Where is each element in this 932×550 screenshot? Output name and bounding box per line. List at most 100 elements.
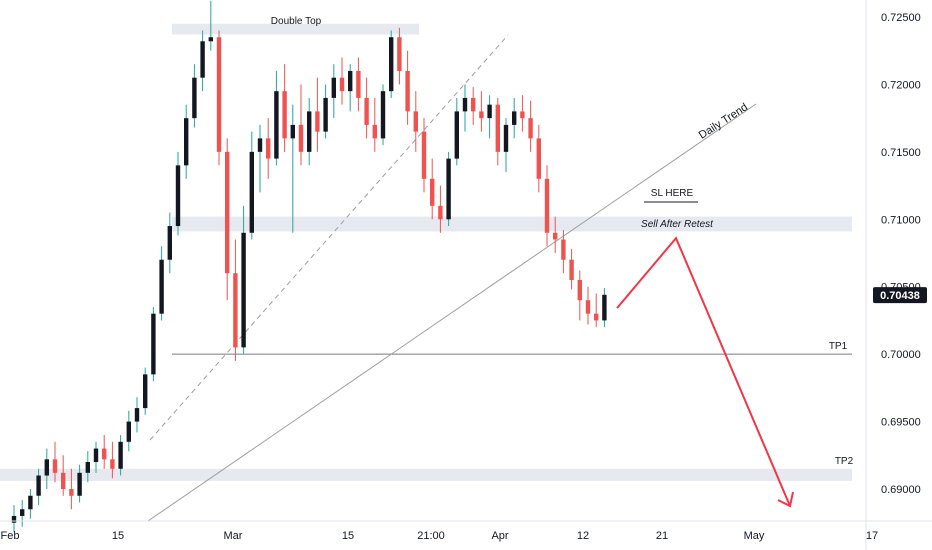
candle-body — [307, 111, 312, 152]
candle-body — [339, 77, 345, 92]
candle-body — [405, 70, 410, 112]
last-price-badge — [873, 287, 927, 304]
candle-body — [44, 459, 49, 476]
candle-body — [536, 138, 541, 179]
candle-body — [233, 273, 238, 348]
price-tick-label: 0.69000 — [881, 484, 921, 496]
daily-trend-line — [147, 103, 757, 522]
candle-body — [110, 459, 115, 469]
time-axis[interactable]: Feb 15 Mar 15 21:00 Apr 12 21 May 17 — [1, 530, 879, 542]
candle-body — [28, 495, 33, 510]
candle-body — [438, 205, 443, 220]
candle-body — [397, 37, 402, 71]
candle-body — [241, 232, 246, 348]
candle-body — [553, 232, 558, 240]
candle-body — [200, 41, 205, 78]
candle-body — [151, 313, 156, 375]
double-top-zone — [172, 23, 419, 35]
candle-body — [85, 462, 90, 473]
candle-body — [569, 259, 574, 280]
candle-body — [323, 97, 328, 132]
candle-body — [266, 138, 271, 159]
candle-body — [184, 118, 189, 166]
time-tick-label: Apr — [491, 530, 508, 542]
sell-after-retest-label: Sell After Retest — [641, 219, 714, 230]
candle-body — [257, 138, 263, 152]
candlestick-series — [11, 0, 607, 533]
time-tick-label: 15 — [112, 530, 124, 542]
candle-body — [52, 459, 58, 473]
time-tick-label: May — [744, 530, 765, 542]
daily-trend-label: Daily Trend — [697, 101, 750, 141]
price-tick-label: 0.71500 — [881, 147, 921, 159]
candle-body — [126, 421, 131, 442]
sell-retest-zone — [172, 216, 852, 232]
time-tick-label: 12 — [577, 530, 589, 542]
candle-body — [544, 178, 550, 233]
candle-body — [585, 300, 591, 314]
candle-body — [602, 294, 607, 321]
tp2-zone — [0, 468, 852, 481]
candle-body — [380, 91, 386, 139]
time-tick-label: 21:00 — [417, 530, 445, 542]
candle-body — [282, 91, 287, 139]
tp1-label: TP1 — [829, 341, 848, 352]
projection-arrowhead — [777, 491, 794, 508]
candle-body — [167, 226, 172, 260]
candle-body — [331, 77, 336, 98]
time-tick-label: 21 — [656, 530, 668, 542]
candle-body — [364, 97, 369, 125]
candle-body — [594, 313, 599, 321]
candle-body — [454, 111, 459, 159]
price-tick-label: 0.69500 — [881, 417, 921, 429]
candle-body — [471, 97, 476, 112]
time-tick-label: 17 — [866, 530, 878, 542]
candle-body — [274, 91, 279, 159]
double-top-label: Double Top — [271, 16, 322, 27]
time-tick-label: Feb — [1, 530, 20, 542]
candle-body — [192, 77, 197, 119]
candle-body — [159, 259, 164, 314]
price-tick-label: 0.71000 — [881, 214, 921, 226]
candle-body — [356, 70, 361, 98]
candle-body — [93, 448, 99, 463]
candle-body — [102, 448, 107, 460]
candle-body — [446, 158, 451, 220]
candle-body — [577, 279, 582, 301]
candle-body — [290, 124, 295, 139]
candle-body — [487, 104, 492, 119]
candle-body — [20, 509, 25, 516]
candle-body — [561, 239, 566, 260]
candle-body — [430, 178, 435, 206]
candle-body — [77, 472, 82, 496]
candle-body — [225, 151, 230, 274]
tp2-label: TP2 — [835, 456, 854, 467]
candle-body — [61, 472, 66, 489]
candle-body — [298, 124, 304, 152]
candle-body — [69, 489, 74, 496]
candle-body — [134, 408, 140, 422]
candle-body — [495, 104, 500, 152]
candle-body — [389, 37, 394, 92]
candle-body — [479, 111, 484, 119]
candle-body — [512, 111, 517, 125]
candle-body — [413, 111, 418, 132]
candle-body — [118, 441, 123, 469]
candle-body — [208, 37, 213, 42]
price-axis[interactable]: 0.725000.720000.715000.710000.705000.700… — [881, 12, 921, 496]
price-tick-label: 0.70000 — [881, 349, 921, 361]
candle-body — [503, 124, 509, 152]
candle-body — [249, 151, 254, 233]
price-tick-label: 0.72000 — [881, 79, 921, 91]
candle-body — [462, 97, 468, 112]
sl-here-label: SL HERE — [651, 188, 694, 199]
candle-body — [520, 111, 525, 119]
time-tick-label: 15 — [342, 530, 354, 542]
candle-body — [315, 111, 320, 132]
candle-body — [421, 131, 427, 179]
candle-body — [11, 515, 17, 523]
candle-body — [36, 475, 41, 496]
dashed-support-line — [149, 34, 509, 441]
projection-path — [616, 236, 791, 507]
